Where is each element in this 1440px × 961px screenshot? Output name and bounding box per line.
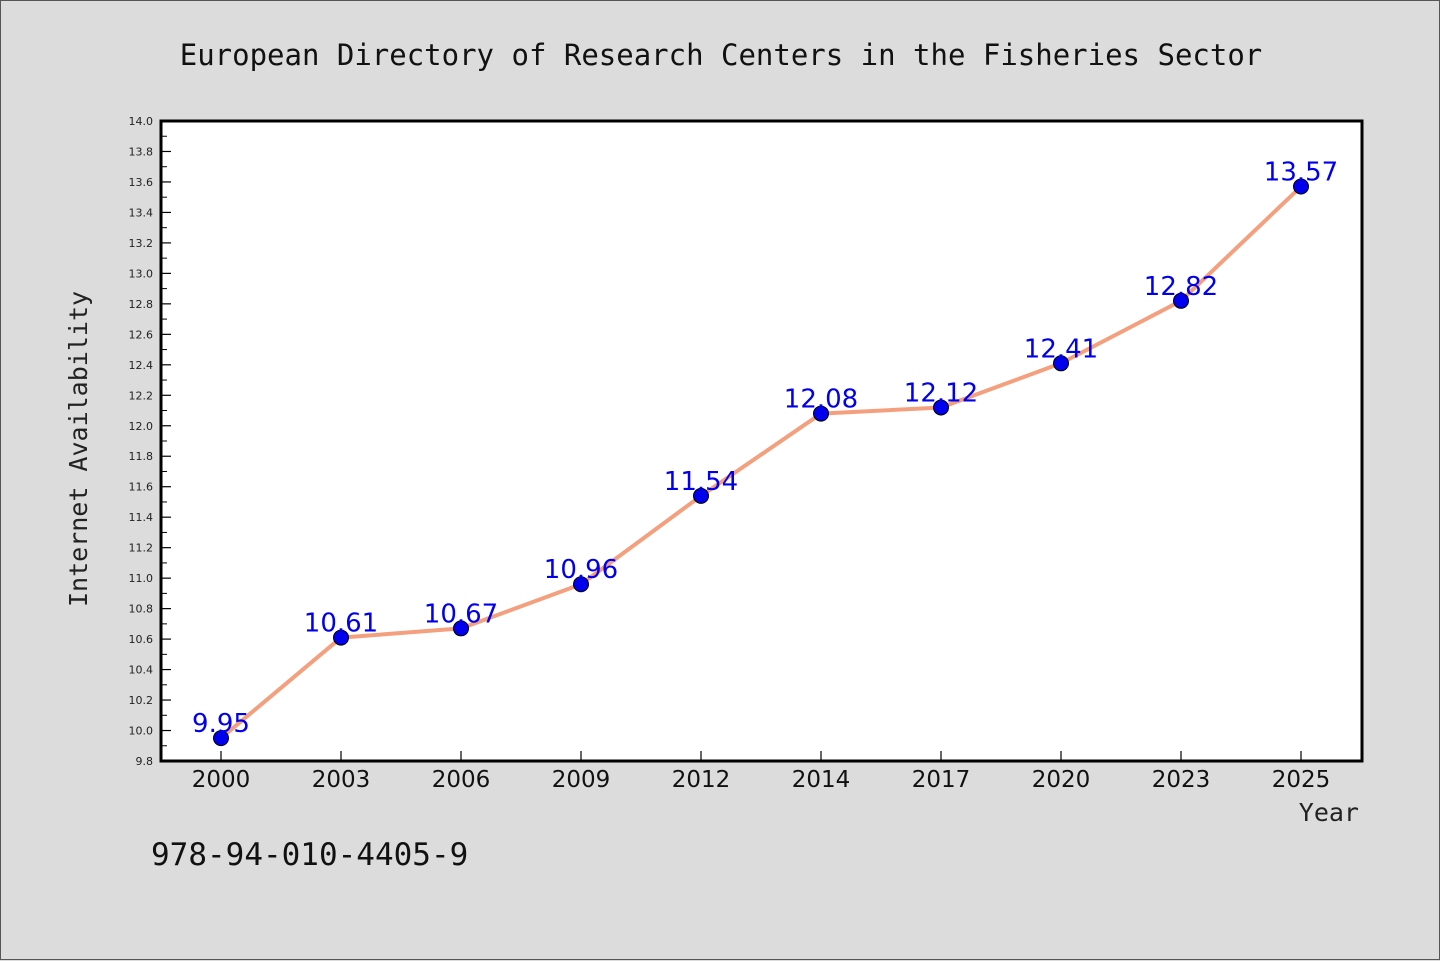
x-axis-label: Year <box>1299 798 1359 827</box>
data-label: 10.61 <box>304 609 378 639</box>
y-axis-label: Internet Availability <box>64 291 93 607</box>
data-point-marker <box>813 405 829 422</box>
y-tick-label: 11.2 <box>129 542 154 555</box>
data-label: 9.95 <box>192 709 250 739</box>
data-point-marker <box>573 576 589 593</box>
y-tick-label: 11.4 <box>129 511 154 524</box>
x-tick-label: 2003 <box>312 767 371 793</box>
data-label: 12.08 <box>784 385 858 415</box>
y-tick-label: 10.6 <box>129 633 154 646</box>
y-tick-label: 13.0 <box>129 267 154 280</box>
x-tick-label: 2017 <box>912 767 971 793</box>
y-tick-label: 11.0 <box>129 572 154 585</box>
data-label: 12.41 <box>1024 334 1098 364</box>
y-tick-label: 11.6 <box>129 481 154 494</box>
y-tick-label: 12.2 <box>129 389 154 402</box>
y-tick-label: 9.8 <box>136 755 154 768</box>
y-tick-label: 12.8 <box>129 298 154 311</box>
y-tick-label: 10.2 <box>129 694 154 707</box>
y-tick-label: 10.0 <box>129 725 154 738</box>
y-tick-label: 12.4 <box>129 359 154 372</box>
data-label: 13.57 <box>1264 158 1338 188</box>
y-tick-label: 11.8 <box>129 450 154 463</box>
data-point-marker <box>1293 178 1309 195</box>
y-tick-label: 12.0 <box>129 420 154 433</box>
data-point-marker <box>213 730 229 747</box>
y-tick-label: 13.2 <box>129 237 154 250</box>
x-axis: 2000 2003 2006 2009 2012 2014 2017 2020 2023 2025 <box>192 751 1331 793</box>
x-tick-label: 2000 <box>192 767 251 793</box>
data-label: 10.67 <box>424 599 498 629</box>
data-point-marker <box>1173 292 1189 309</box>
data-label: 12.82 <box>1144 272 1218 302</box>
x-tick-label: 2012 <box>672 767 731 793</box>
data-point-marker <box>933 399 949 416</box>
y-tick-label: 12.6 <box>129 328 154 341</box>
data-label: 10.96 <box>544 555 618 585</box>
y-tick-label: 13.4 <box>129 206 154 219</box>
x-tick-label: 2020 <box>1032 767 1091 793</box>
plot-area <box>159 119 1364 763</box>
data-point-marker <box>1053 355 1069 372</box>
data-label: 11.54 <box>664 467 738 497</box>
data-label: 12.12 <box>904 378 978 408</box>
data-point-marker <box>693 487 709 504</box>
y-tick-label: 10.4 <box>129 664 154 677</box>
x-tick-label: 2025 <box>1272 767 1331 793</box>
x-tick-label: 2009 <box>552 767 611 793</box>
x-tick-label: 2006 <box>432 767 491 793</box>
y-tick-label: 13.6 <box>129 176 154 189</box>
x-tick-label: 2014 <box>792 767 851 793</box>
y-tick-label: 13.8 <box>129 145 154 158</box>
isbn-number: 978-94-010-4405-9 <box>151 837 468 873</box>
series-layer: 9.95 10.61 10.67 10.96 11.54 12.08 12.12 12.41 1… <box>192 158 1338 747</box>
x-tick-label: 2023 <box>1152 767 1211 793</box>
data-point-marker <box>333 629 349 646</box>
data-point-marker <box>453 620 469 637</box>
chart-title: European Directory of Research Centers i… <box>180 38 1263 72</box>
y-tick-label: 14.0 <box>129 115 154 128</box>
series-line <box>219 184 1303 741</box>
y-axis: 9.8 10.0 10.2 10.4 10.6 10.8 11.0 11.2 11.4 11.6 1… <box>129 115 171 768</box>
y-tick-label: 10.8 <box>129 603 154 616</box>
